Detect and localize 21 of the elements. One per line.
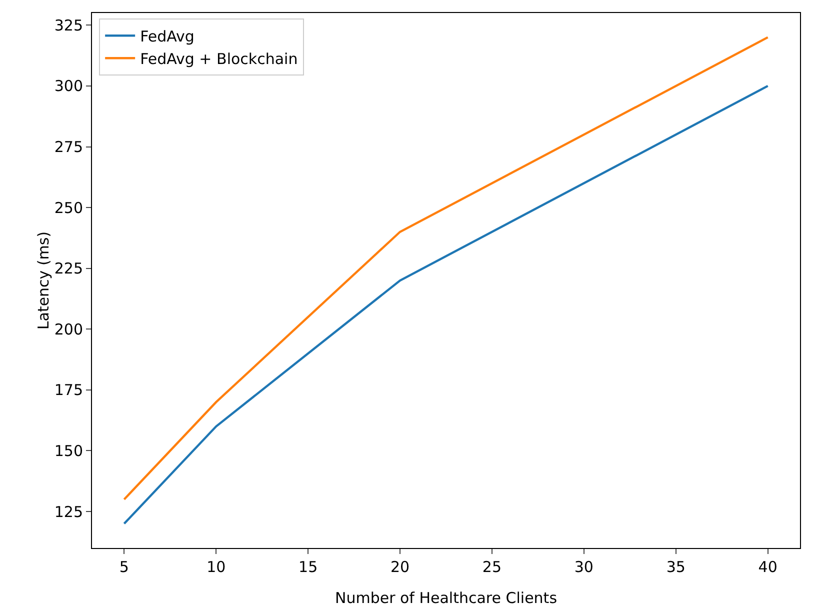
y-tick-label: 150 xyxy=(54,442,83,460)
y-tick-label: 200 xyxy=(54,320,83,338)
y-tick-label: 175 xyxy=(54,381,83,400)
x-tick-label: 5 xyxy=(119,558,129,576)
y-tick-label: 300 xyxy=(54,77,83,96)
x-tick-label: 15 xyxy=(298,558,318,576)
y-tick-label: 275 xyxy=(54,138,83,156)
x-tick-label: 30 xyxy=(574,558,594,576)
x-tick-label: 10 xyxy=(206,558,226,576)
y-tick-label: 225 xyxy=(54,260,83,278)
legend-label: FedAvg xyxy=(140,27,194,46)
x-tick-label: 25 xyxy=(482,558,502,576)
legend-label: FedAvg + Blockchain xyxy=(140,50,298,68)
x-tick-label: 20 xyxy=(390,558,410,576)
x-tick-label: 35 xyxy=(666,558,686,576)
y-tick-label: 125 xyxy=(54,502,83,521)
y-axis-title: Latency (ms) xyxy=(34,231,52,330)
x-tick-label: 40 xyxy=(758,558,778,576)
x-axis-title: Number of Healthcare Clients xyxy=(334,589,558,607)
y-tick-label: 325 xyxy=(54,16,83,34)
y-tick-label: 250 xyxy=(54,198,83,217)
